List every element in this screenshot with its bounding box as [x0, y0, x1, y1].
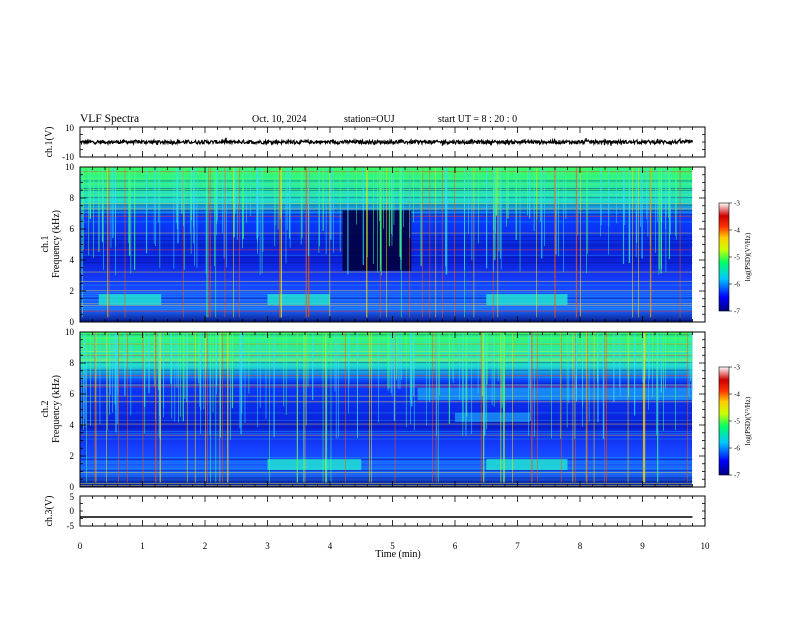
ch3-ytick-top: 5	[70, 492, 75, 502]
colorbar-ticklabel: -6	[734, 281, 740, 289]
figure-date: Oct. 10, 2024	[252, 114, 306, 125]
ch2-spectrogram-yticks: 0 2 4 6 8 10	[65, 327, 75, 492]
x-ticklabel: 7	[515, 541, 520, 551]
emission	[455, 412, 530, 422]
ch1-spectrogram-panel: 0 2 4 6 8 10 ch.1Frequency (kHz)	[40, 162, 706, 327]
x-ticklabel: 6	[453, 541, 458, 551]
ch1-colorbar-label: log(PSD)(V²/Hz)	[744, 232, 752, 281]
ch2-channel-label: ch.2Frequency (kHz)	[40, 375, 62, 443]
x-ticklabel: 10	[701, 541, 711, 551]
x-ticklabel: 4	[328, 541, 333, 551]
x-ticklabel: 0	[78, 541, 83, 551]
ch2-colorbar: -3 -4 -5 -6 -7 log(PSD)(V²/Hz)	[718, 364, 752, 480]
y-ticklabel: 10	[65, 327, 75, 337]
x-ticklabel: 2	[203, 541, 208, 551]
ch1-waveform-panel: 10 -10 ch.1(V)	[44, 123, 706, 162]
y-ticklabel: 2	[70, 286, 75, 296]
ch1-spectrogram-yticks: 0 2 4 6 8 10	[65, 162, 75, 327]
hiss-band	[486, 459, 568, 470]
colorbar-ticklabel: -7	[734, 472, 740, 480]
ch2-colorbar-label: log(PSD)(V²/Hz)	[744, 396, 752, 445]
y-ticklabel: 10	[65, 162, 75, 172]
colorbar-ticklabel: -3	[734, 200, 740, 208]
ch1-spectrogram-image	[80, 167, 705, 322]
ch1-ytick-top: 10	[65, 123, 75, 133]
y-ticklabel: 0	[70, 482, 75, 492]
ch2-spectrogram-image	[80, 332, 705, 487]
start-time-label: start UT = 8 : 20 : 0	[438, 114, 517, 125]
ch1-waveform-ylabel: ch.1(V)	[44, 127, 55, 158]
ch1-colorbar-scale	[718, 202, 730, 312]
x-ticklabel: 8	[578, 541, 583, 551]
hiss-band	[486, 294, 568, 305]
x-ticklabel: 9	[640, 541, 645, 551]
y-ticklabel: 8	[70, 358, 75, 368]
y-ticklabel: 4	[70, 255, 75, 265]
colorbar-ticklabel: -5	[734, 254, 740, 262]
colorbar-ticklabel: -4	[734, 227, 740, 235]
ch2-spectrogram-panel: 0 2 4 6 8 10 ch.2Frequency (kHz)	[40, 327, 706, 492]
time-axis-ticklabels: 0 1 2 3 4 5 6 7 8 9 10	[78, 541, 710, 551]
station-label: station=OUJ	[344, 114, 395, 125]
y-ticklabel: 6	[70, 224, 75, 234]
colorbar-ticklabel: -6	[734, 445, 740, 453]
hiss-band	[267, 459, 362, 470]
ch1-waveform-trace	[79, 137, 694, 147]
ch1-colorbar: -3 -4 -5 -6 -7 log(PSD)(V²/Hz)	[718, 200, 752, 316]
colorbar-ticklabel: -5	[734, 418, 740, 426]
colorbar-ticklabel: -7	[734, 308, 740, 316]
ch3-waveform-panel: 5 0 -5 ch.3(V) 0 1 2 3 4 5 6 7 8 9 10 Time (min)	[44, 492, 710, 560]
hiss-band	[267, 294, 330, 305]
y-ticklabel: 6	[70, 389, 75, 399]
ch3-ytick-mid: 0	[70, 506, 75, 516]
hiss-band	[98, 294, 162, 305]
ch2-colorbar-scale	[718, 366, 730, 476]
ch1-ytick-bottom: -10	[62, 152, 74, 162]
ch3-waveform-ylabel: ch.3(V)	[44, 496, 55, 527]
ch3-ytick-bottom: -5	[67, 521, 75, 531]
emission	[417, 387, 693, 401]
y-ticklabel: 4	[70, 420, 75, 430]
y-ticklabel: 0	[70, 317, 75, 327]
colorbar-ticklabel: -3	[734, 364, 740, 372]
x-ticklabel: 1	[140, 541, 145, 551]
colorbar-ticklabel: -4	[734, 391, 740, 399]
figure-title: VLF Spectra	[80, 113, 139, 125]
y-ticklabel: 8	[70, 193, 75, 203]
x-ticklabel: 5	[390, 541, 395, 551]
time-axis-label: Time (min)	[375, 549, 420, 560]
x-ticklabel: 3	[265, 541, 270, 551]
y-ticklabel: 2	[70, 451, 75, 461]
ch1-channel-label: ch.1Frequency (kHz)	[40, 210, 62, 278]
